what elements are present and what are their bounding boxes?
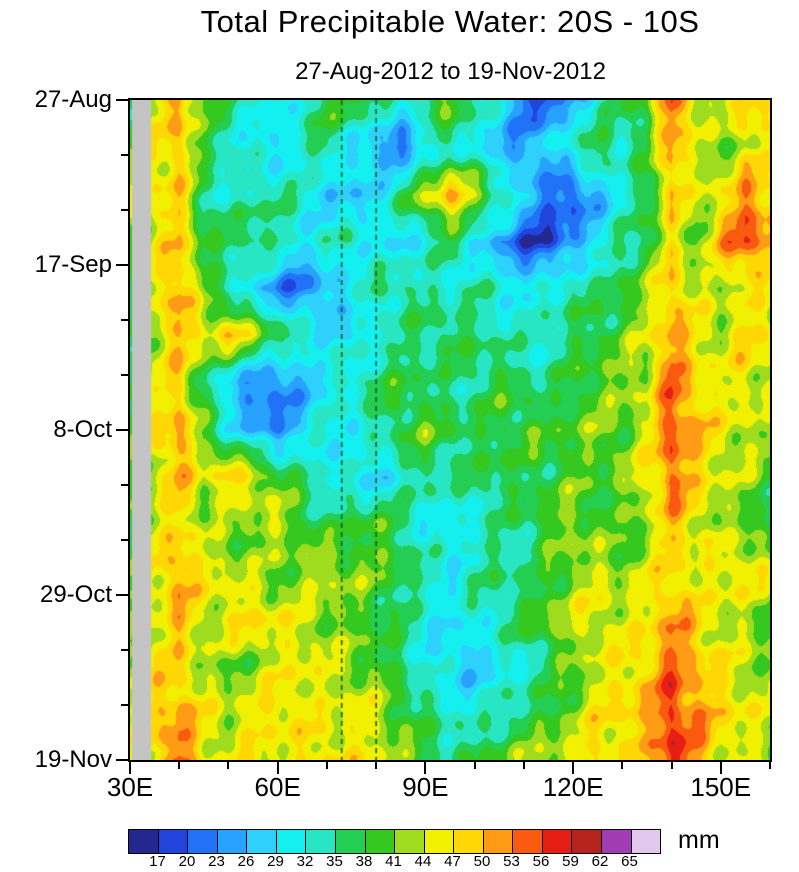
colorbar-box [631, 830, 661, 853]
colorbar-box [513, 830, 543, 853]
colorbar-tick-label: 53 [503, 853, 520, 870]
colorbar-box [542, 830, 573, 853]
x-minor-tick [375, 762, 378, 769]
colorbar-box [424, 830, 455, 853]
x-major-tick [129, 762, 131, 774]
y-tick-label: 8-Oct [53, 416, 112, 443]
x-tick-label: 120E [542, 772, 604, 802]
y-minor-tick [121, 154, 128, 156]
colorbar-tick-label: 35 [326, 853, 343, 870]
colorbar-box [306, 830, 336, 853]
colorbar-box [395, 830, 425, 853]
chart-subtitle: 27-Aug-2012 to 19-Nov-2012 [295, 58, 606, 85]
colorbar-tick-label: 56 [532, 853, 550, 870]
x-tick-label: 150E [690, 772, 752, 802]
y-tick-label: 17-Sep [34, 251, 112, 278]
colorbar-box [335, 830, 366, 853]
colorbar-tick-label: 17 [149, 853, 166, 870]
colorbar-tick-label: 41 [385, 853, 402, 870]
y-minor-tick [121, 209, 128, 211]
x-minor-tick [522, 762, 525, 769]
colorbar-tick-label: 50 [473, 853, 491, 870]
colorbar-tick-label: 65 [621, 853, 638, 870]
colorbar-box [247, 830, 277, 853]
y-tick-label: 19-Nov [34, 746, 112, 773]
y-minor-tick [121, 484, 128, 486]
tpw-hovmoller-field [130, 100, 770, 760]
colorbar-unit-label: mm [678, 826, 720, 854]
y-minor-tick [121, 539, 128, 541]
y-minor-tick [121, 649, 128, 651]
colorbar-box [217, 830, 248, 853]
colorbar-tick-label: 47 [444, 853, 461, 870]
colorbar-tick-label: 44 [414, 853, 432, 870]
colorbar-box [454, 830, 484, 853]
chart-title: Total Precipitable Water: 20S - 10S [200, 4, 700, 39]
colorbar-tick-label: 38 [355, 853, 373, 870]
colorbar [128, 829, 661, 854]
x-minor-tick [325, 762, 328, 769]
x-tick-label: 30E [106, 772, 154, 802]
colorbar-box [158, 830, 189, 853]
colorbar-box [483, 830, 514, 853]
y-minor-tick [121, 704, 128, 706]
y-tick-label: 27-Aug [34, 86, 112, 113]
y-major-tick [116, 429, 128, 431]
colorbar-tick-label: 20 [178, 853, 196, 870]
x-minor-tick [178, 762, 181, 769]
x-minor-tick [473, 762, 476, 769]
y-tick-label: 29-Oct [39, 581, 112, 608]
y-major-tick [116, 99, 128, 101]
x-minor-tick [670, 762, 673, 769]
colorbar-box [365, 830, 396, 853]
x-major-tick [276, 762, 279, 774]
y-major-tick [116, 264, 128, 266]
colorbar-tick-label: 26 [237, 853, 255, 870]
y-major-tick [116, 759, 128, 761]
x-tick-label: 60E [254, 772, 301, 802]
x-major-tick [572, 762, 575, 774]
y-major-tick [116, 594, 128, 596]
y-minor-tick [121, 374, 128, 376]
x-tick-label: 90E [402, 772, 449, 802]
colorbar-box [602, 830, 632, 853]
x-major-tick [719, 762, 722, 774]
colorbar-box [572, 830, 602, 853]
colorbar-box [276, 830, 307, 853]
colorbar-box [129, 830, 159, 853]
colorbar-box [188, 830, 218, 853]
colorbar-tick-label: 62 [591, 853, 609, 870]
colorbar-tick-label: 23 [208, 853, 225, 870]
x-minor-tick [769, 762, 771, 769]
colorbar-tick-label: 59 [562, 853, 579, 870]
colorbar-tick-label: 32 [296, 853, 314, 870]
colorbar-tick-label: 29 [267, 853, 284, 870]
y-minor-tick [121, 319, 128, 321]
x-minor-tick [621, 762, 624, 769]
x-major-tick [424, 762, 427, 774]
x-minor-tick [227, 762, 230, 769]
